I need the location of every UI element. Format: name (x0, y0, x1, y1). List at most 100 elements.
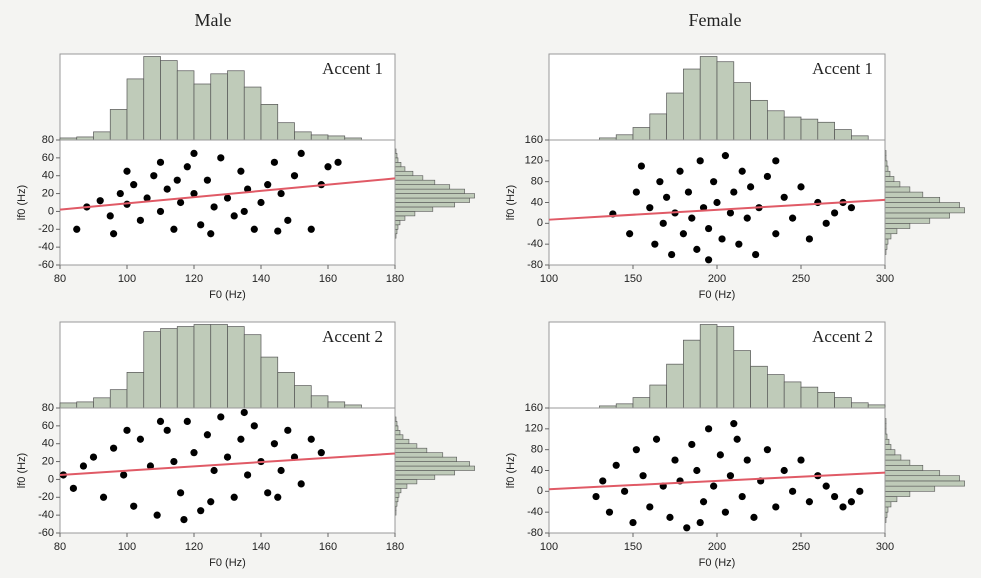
point (699, 498, 708, 506)
point (671, 456, 679, 464)
histogram-bar (800, 386, 819, 409)
point (632, 188, 640, 196)
histogram-bar (143, 331, 161, 409)
point (156, 207, 165, 216)
point (780, 193, 788, 201)
point (110, 444, 118, 452)
histogram-bar (176, 326, 195, 409)
point (814, 198, 822, 207)
annotation: Accent 1 (812, 59, 873, 78)
x-axis-label: F0 (Hz) (209, 557, 246, 569)
histogram-bar (394, 479, 418, 485)
histogram-bar (884, 212, 950, 219)
point (177, 198, 185, 207)
histogram-bar (884, 501, 892, 508)
column-title: Female (689, 10, 742, 30)
point (693, 245, 701, 253)
histogram-bar (126, 78, 145, 141)
y-tick-label: -40 (38, 509, 54, 521)
point (632, 446, 640, 454)
histogram-bar (176, 70, 195, 141)
histogram-bar (699, 324, 718, 409)
point (626, 230, 634, 238)
histogram-bar (76, 401, 94, 409)
x-tick-label: 300 (876, 273, 894, 285)
point (183, 417, 191, 425)
x-tick-label: 140 (252, 541, 270, 553)
y-tick-label: 120 (525, 423, 543, 435)
point (772, 230, 780, 238)
point (738, 167, 746, 175)
histogram-bar (632, 397, 651, 409)
histogram-bar (884, 217, 931, 224)
point (73, 225, 81, 233)
point (250, 422, 258, 430)
x-tick-label: 250 (792, 273, 810, 285)
histogram-bar (109, 389, 128, 409)
histogram-bar (243, 86, 262, 141)
x-tick-label: 150 (624, 273, 642, 285)
histogram-bar (884, 485, 936, 492)
point (663, 193, 671, 201)
point (69, 484, 77, 492)
point (705, 224, 713, 233)
point (789, 214, 797, 222)
point (277, 189, 285, 198)
point (705, 256, 713, 264)
histogram-bar (160, 328, 178, 409)
histogram-bar (93, 131, 111, 141)
histogram-bar (243, 334, 262, 409)
y-tick-label: 40 (531, 464, 543, 476)
histogram-bar (683, 68, 701, 141)
point (324, 163, 332, 171)
histogram-bar (767, 374, 785, 409)
point (317, 449, 325, 457)
y-tick-label: 20 (42, 455, 54, 467)
point (240, 207, 248, 216)
histogram-bar (294, 131, 312, 141)
y-tick-label: -80 (527, 527, 543, 539)
x-tick-label: 200 (708, 273, 726, 285)
point (207, 498, 215, 506)
point (250, 225, 258, 233)
histogram-bar (310, 395, 329, 409)
y-tick-label: 80 (42, 402, 54, 414)
point (605, 508, 614, 516)
y-axis-label: lf0 (Hz) (16, 185, 28, 220)
histogram-bar (632, 127, 651, 141)
trend-line (59, 452, 396, 476)
histogram-bar (294, 385, 312, 409)
histogram-bar (884, 202, 960, 209)
x-tick-label: 100 (118, 541, 136, 553)
histogram-bar (683, 339, 701, 409)
histogram-bar (783, 381, 802, 409)
point (257, 198, 265, 207)
histogram-bar (260, 356, 279, 409)
point (230, 212, 238, 220)
point (156, 158, 165, 166)
x-tick-label: 160 (319, 273, 337, 285)
point (696, 518, 704, 527)
histogram-bar (210, 324, 228, 409)
point (676, 167, 684, 175)
point (270, 158, 278, 166)
point (805, 498, 814, 506)
histogram-bar (394, 474, 436, 480)
histogram-bar (851, 402, 869, 409)
point (747, 183, 755, 191)
histogram-bar (394, 166, 406, 172)
point (277, 466, 285, 475)
point (120, 471, 128, 479)
y-tick-label: -60 (38, 527, 54, 539)
point (656, 178, 664, 186)
point (210, 203, 218, 211)
point (668, 250, 676, 259)
histogram-bar (394, 184, 451, 190)
point (110, 230, 118, 238)
point (743, 214, 751, 222)
point (136, 216, 144, 224)
histogram-bar (227, 70, 245, 141)
histogram-bar (394, 443, 418, 449)
histogram-bar (260, 104, 279, 141)
point (237, 167, 245, 175)
